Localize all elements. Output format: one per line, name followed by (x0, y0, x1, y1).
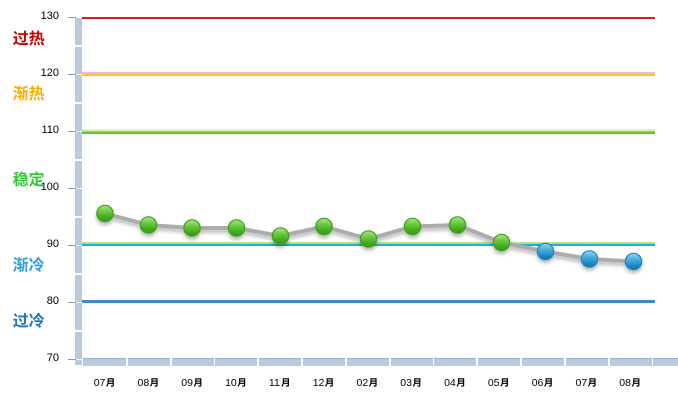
svg-text:04: 04 (444, 377, 456, 389)
svg-text:02: 02 (357, 377, 369, 389)
svg-text:07: 07 (94, 377, 106, 389)
svg-text:10: 10 (225, 377, 237, 389)
svg-text:07: 07 (576, 377, 588, 389)
svg-text:06: 06 (532, 377, 544, 389)
svg-text:11: 11 (269, 377, 280, 389)
svg-text:12: 12 (313, 377, 325, 389)
svg-text:08: 08 (619, 377, 631, 389)
svg-text:03: 03 (400, 377, 412, 389)
svg-text:09: 09 (181, 377, 193, 389)
svg-text:08: 08 (138, 377, 150, 389)
svg-text:05: 05 (488, 377, 500, 389)
